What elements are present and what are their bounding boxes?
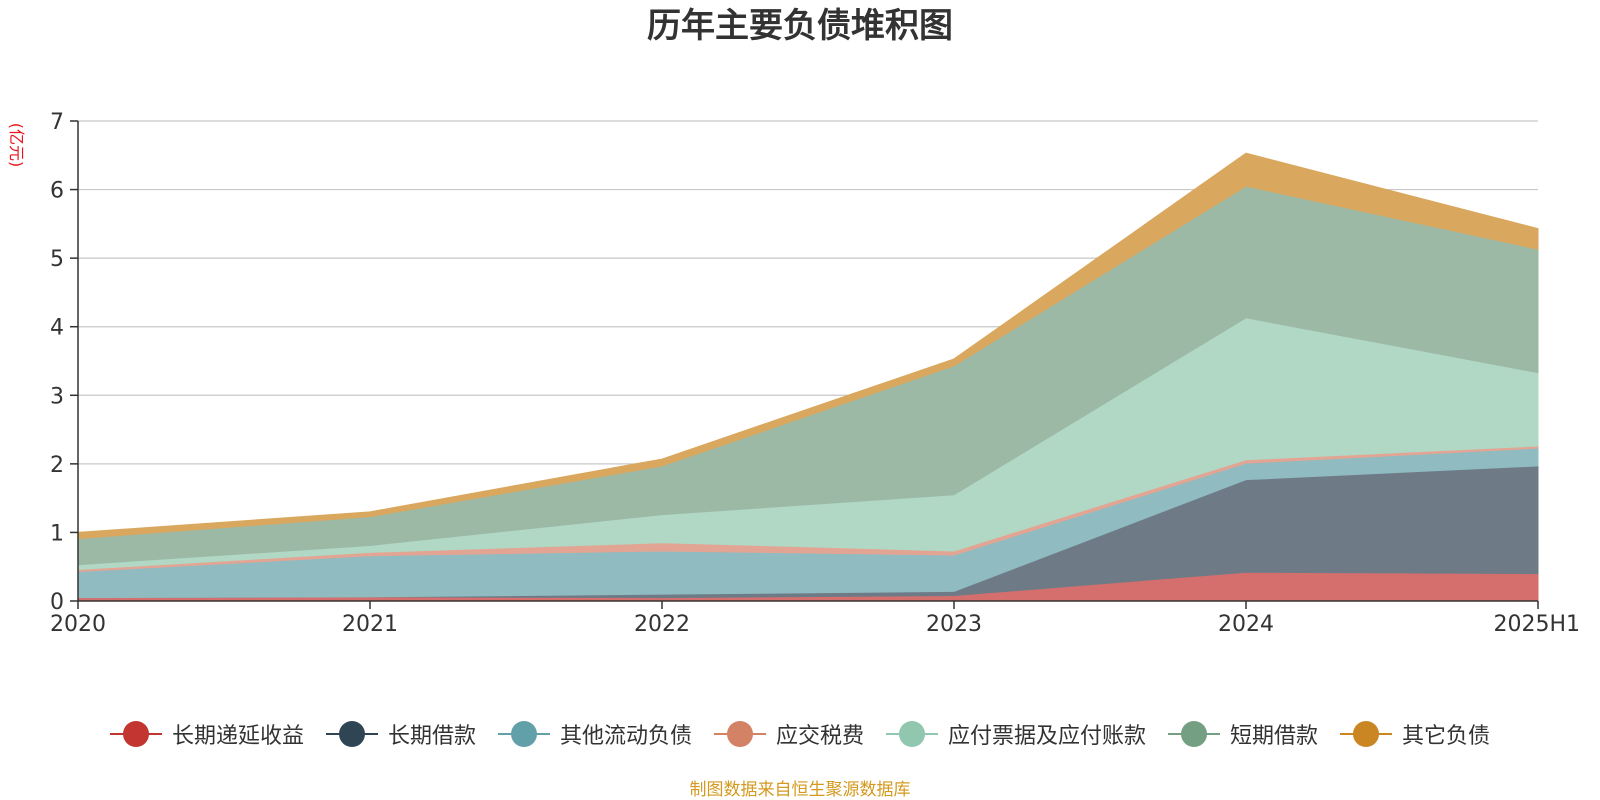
legend-dot	[1181, 721, 1208, 747]
legend: 长期递延收益 长期借款 其他流动负债 应交税费 应付票据及应付账款 短期借款 其它负债	[0, 718, 1600, 750]
y-tick-label: 7	[50, 110, 64, 135]
axes: 0 1 2 3 4 5 6 7 2020 2021 2022 2023 2024 2025H1	[50, 110, 1580, 637]
legend-marker-icon	[109, 721, 162, 747]
legend-dot	[510, 721, 537, 747]
legend-marker-icon	[497, 721, 550, 747]
y-tick-label: 4	[50, 316, 64, 341]
legend-dot	[1353, 721, 1380, 747]
legend-item[interactable]: 长期递延收益	[109, 718, 304, 750]
x-tick-label: 2022	[634, 612, 690, 637]
legend-marker-icon	[1340, 721, 1393, 747]
y-tick-label: 6	[50, 179, 64, 204]
legend-dot	[122, 721, 149, 747]
x-tick-label: 2020	[50, 612, 106, 637]
stacked-area-chart: 0 1 2 3 4 5 6 7 2020 2021 2022 2023 2024 2025H1	[50, 110, 1580, 637]
legend-label: 其它负债	[1402, 724, 1491, 749]
legend-label: 长期递延收益	[171, 724, 304, 749]
y-tick-label: 1	[50, 521, 64, 546]
legend-marker-icon	[1168, 721, 1221, 747]
legend-label: 短期借款	[1230, 724, 1319, 749]
area-series	[77, 152, 1539, 602]
y-tick-label: 3	[50, 384, 64, 409]
x-tick-label: 2023	[926, 612, 982, 637]
legend-label: 其他流动负债	[559, 724, 692, 749]
legend-label: 长期借款	[387, 724, 476, 749]
legend-marker-icon	[886, 721, 938, 747]
legend-marker-icon	[325, 721, 378, 747]
legend-item[interactable]: 其他流动负债	[497, 718, 692, 750]
legend-item[interactable]: 短期借款	[1168, 718, 1318, 750]
legend-label: 应付票据及应付账款	[948, 724, 1147, 749]
legend-item[interactable]: 其它负债	[1340, 718, 1490, 750]
chart-title: 历年主要负债堆积图	[647, 6, 953, 46]
legend-dot	[726, 721, 753, 747]
x-tick-label: 2025H1	[1493, 612, 1580, 637]
legend-dot	[899, 721, 925, 747]
legend-label: 应交税费	[775, 724, 864, 749]
y-tick-label: 5	[50, 247, 64, 272]
legend-dot	[338, 721, 365, 747]
legend-item[interactable]: 长期借款	[325, 718, 476, 750]
y-tick-label: 0	[50, 590, 64, 615]
area-series-其它负债	[77, 152, 1539, 540]
legend-item[interactable]: 应交税费	[713, 718, 864, 750]
legend-item[interactable]: 应付票据及应付账款	[886, 718, 1146, 750]
x-tick-label: 2021	[342, 612, 398, 637]
y-tick-label: 2	[50, 453, 64, 478]
source-note: 制图数据来自恒生聚源数据库	[689, 780, 911, 800]
x-tick-label: 2024	[1218, 612, 1274, 637]
legend-marker-icon	[713, 721, 766, 747]
